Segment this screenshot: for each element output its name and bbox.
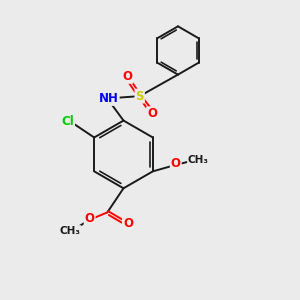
Text: O: O — [171, 157, 181, 169]
Text: CH₃: CH₃ — [188, 154, 209, 165]
Text: NH: NH — [99, 92, 119, 105]
Text: CH₃: CH₃ — [59, 226, 80, 236]
Text: O: O — [147, 107, 157, 120]
Text: O: O — [123, 217, 133, 230]
Text: Cl: Cl — [61, 115, 74, 128]
Text: S: S — [135, 90, 144, 103]
Text: O: O — [85, 212, 94, 224]
Text: O: O — [122, 70, 132, 83]
